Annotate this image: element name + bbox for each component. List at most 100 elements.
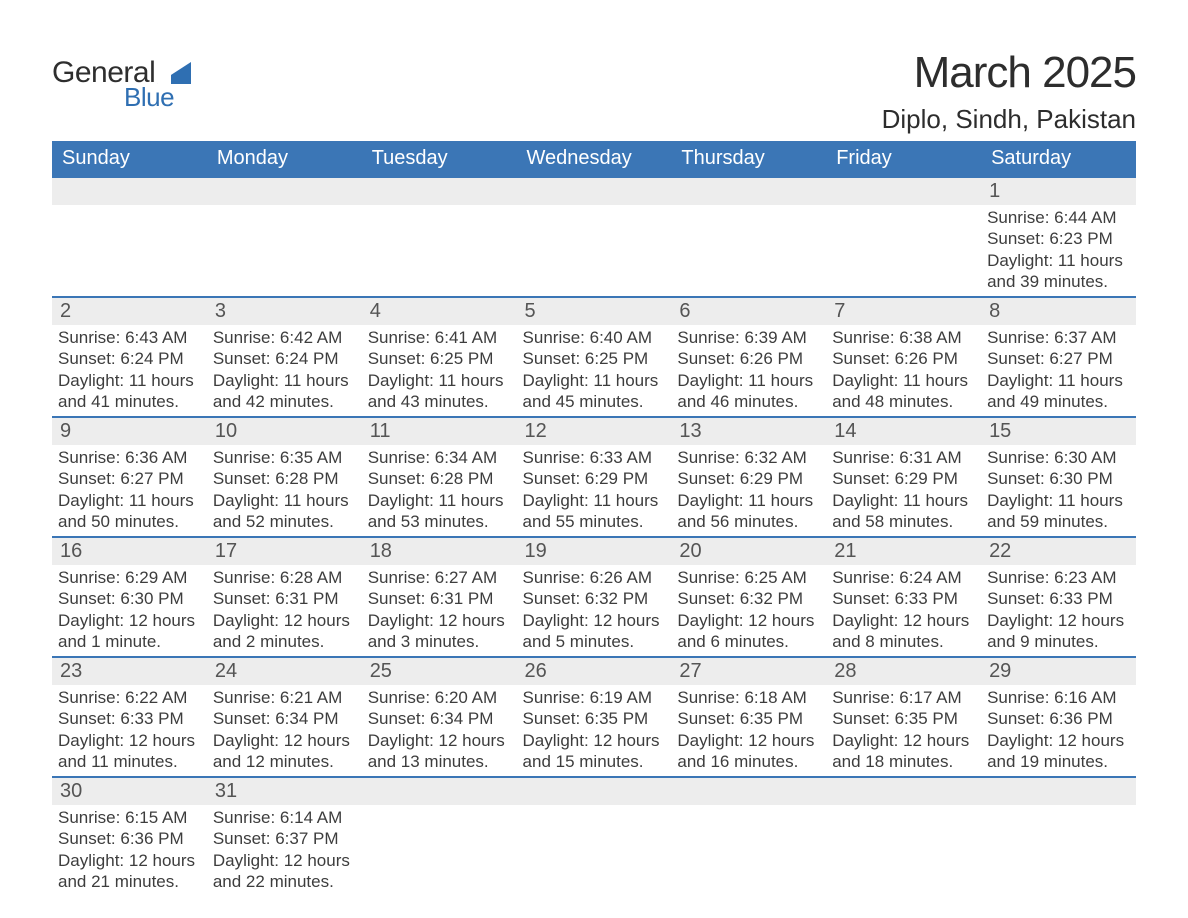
day-detail-cell: Sunrise: 6:26 AMSunset: 6:32 PMDaylight:…: [517, 565, 672, 657]
sunrise-text: Sunrise: 6:20 AM: [368, 687, 511, 708]
sunrise-text: Sunrise: 6:37 AM: [987, 327, 1130, 348]
sunset-text: Sunset: 6:31 PM: [368, 588, 511, 609]
sunrise-text: Sunrise: 6:29 AM: [58, 567, 201, 588]
day-number-cell: 29: [981, 657, 1136, 685]
daylight-text: Daylight: 12 hours: [987, 730, 1130, 751]
day-number-cell: 4: [362, 297, 517, 325]
daylight-text: and 45 minutes.: [523, 391, 666, 412]
day-number-cell: 13: [671, 417, 826, 445]
sunrise-text: Sunrise: 6:26 AM: [523, 567, 666, 588]
day-detail-cell: [517, 805, 672, 896]
daynum-row: 9101112131415: [52, 417, 1136, 445]
sunset-text: Sunset: 6:34 PM: [368, 708, 511, 729]
weekday-header: Wednesday: [517, 141, 672, 177]
sunset-text: Sunset: 6:36 PM: [58, 828, 201, 849]
sunrise-text: Sunrise: 6:36 AM: [58, 447, 201, 468]
day-number-cell: 16: [52, 537, 207, 565]
day-detail-cell: Sunrise: 6:36 AMSunset: 6:27 PMDaylight:…: [52, 445, 207, 537]
daylight-text: Daylight: 12 hours: [368, 730, 511, 751]
daylight-text: Daylight: 12 hours: [58, 610, 201, 631]
sunrise-text: Sunrise: 6:27 AM: [368, 567, 511, 588]
day-number: 20: [679, 540, 701, 562]
day-number: 18: [370, 540, 392, 562]
daylight-text: and 21 minutes.: [58, 871, 201, 892]
daylight-text: Daylight: 12 hours: [523, 730, 666, 751]
calendar-table: Sunday Monday Tuesday Wednesday Thursday…: [52, 141, 1136, 896]
daynum-row: 3031: [52, 777, 1136, 805]
daylight-text: Daylight: 11 hours: [987, 370, 1130, 391]
daylight-text: and 3 minutes.: [368, 631, 511, 652]
day-number-cell: [207, 177, 362, 205]
sunrise-text: Sunrise: 6:15 AM: [58, 807, 201, 828]
sunrise-text: Sunrise: 6:23 AM: [987, 567, 1130, 588]
day-number-cell: [981, 777, 1136, 805]
day-number-cell: 9: [52, 417, 207, 445]
sunset-text: Sunset: 6:26 PM: [677, 348, 820, 369]
sunset-text: Sunset: 6:35 PM: [523, 708, 666, 729]
logo-text-bottom: Blue: [124, 82, 174, 113]
day-number-cell: [52, 177, 207, 205]
day-number-cell: 28: [826, 657, 981, 685]
day-number-cell: 5: [517, 297, 672, 325]
sunset-text: Sunset: 6:25 PM: [368, 348, 511, 369]
daylight-text: Daylight: 12 hours: [213, 610, 356, 631]
sunrise-text: Sunrise: 6:19 AM: [523, 687, 666, 708]
daylight-text: Daylight: 12 hours: [523, 610, 666, 631]
day-detail-cell: Sunrise: 6:31 AMSunset: 6:29 PMDaylight:…: [826, 445, 981, 537]
day-detail-cell: Sunrise: 6:34 AMSunset: 6:28 PMDaylight:…: [362, 445, 517, 537]
sunset-text: Sunset: 6:35 PM: [677, 708, 820, 729]
day-detail-cell: [362, 205, 517, 297]
daynum-row: 23242526272829: [52, 657, 1136, 685]
daylight-text: and 9 minutes.: [987, 631, 1130, 652]
daylight-text: and 50 minutes.: [58, 511, 201, 532]
sunset-text: Sunset: 6:34 PM: [213, 708, 356, 729]
day-number-cell: [362, 777, 517, 805]
day-detail-cell: Sunrise: 6:24 AMSunset: 6:33 PMDaylight:…: [826, 565, 981, 657]
daylight-text: and 18 minutes.: [832, 751, 975, 772]
day-number-cell: 25: [362, 657, 517, 685]
daylight-text: and 48 minutes.: [832, 391, 975, 412]
sunset-text: Sunset: 6:32 PM: [677, 588, 820, 609]
day-number: 1: [989, 180, 1000, 202]
day-number-cell: 24: [207, 657, 362, 685]
day-number: 29: [989, 660, 1011, 682]
daylight-text: Daylight: 11 hours: [58, 370, 201, 391]
day-detail-cell: Sunrise: 6:27 AMSunset: 6:31 PMDaylight:…: [362, 565, 517, 657]
daylight-text: Daylight: 11 hours: [987, 490, 1130, 511]
weekday-header: Sunday: [52, 141, 207, 177]
day-number-cell: 10: [207, 417, 362, 445]
daylight-text: Daylight: 12 hours: [213, 730, 356, 751]
sunrise-text: Sunrise: 6:17 AM: [832, 687, 975, 708]
day-detail-cell: Sunrise: 6:15 AMSunset: 6:36 PMDaylight:…: [52, 805, 207, 896]
daylight-text: and 2 minutes.: [213, 631, 356, 652]
day-number: 5: [525, 300, 536, 322]
daynum-row: 2345678: [52, 297, 1136, 325]
day-number-cell: 7: [826, 297, 981, 325]
day-detail-cell: Sunrise: 6:37 AMSunset: 6:27 PMDaylight:…: [981, 325, 1136, 417]
sunrise-text: Sunrise: 6:40 AM: [523, 327, 666, 348]
day-detail-cell: Sunrise: 6:30 AMSunset: 6:30 PMDaylight:…: [981, 445, 1136, 537]
day-number-cell: 27: [671, 657, 826, 685]
daylight-text: Daylight: 12 hours: [58, 730, 201, 751]
daylight-text: and 22 minutes.: [213, 871, 356, 892]
day-number: 30: [60, 780, 82, 802]
daylight-text: Daylight: 11 hours: [213, 370, 356, 391]
day-number-cell: 14: [826, 417, 981, 445]
sunrise-text: Sunrise: 6:43 AM: [58, 327, 201, 348]
day-detail-cell: Sunrise: 6:23 AMSunset: 6:33 PMDaylight:…: [981, 565, 1136, 657]
detail-row: Sunrise: 6:29 AMSunset: 6:30 PMDaylight:…: [52, 565, 1136, 657]
sunset-text: Sunset: 6:26 PM: [832, 348, 975, 369]
sunrise-text: Sunrise: 6:32 AM: [677, 447, 820, 468]
sunset-text: Sunset: 6:33 PM: [58, 708, 201, 729]
header: General Blue March 2025 Diplo, Sindh, Pa…: [52, 48, 1136, 135]
daylight-text: Daylight: 11 hours: [368, 490, 511, 511]
detail-row: Sunrise: 6:43 AMSunset: 6:24 PMDaylight:…: [52, 325, 1136, 417]
day-number: 2: [60, 300, 71, 322]
day-detail-cell: Sunrise: 6:22 AMSunset: 6:33 PMDaylight:…: [52, 685, 207, 777]
sunrise-text: Sunrise: 6:41 AM: [368, 327, 511, 348]
day-number-cell: 12: [517, 417, 672, 445]
daylight-text: and 6 minutes.: [677, 631, 820, 652]
page-title: March 2025: [882, 48, 1136, 98]
day-number: 17: [215, 540, 237, 562]
daylight-text: and 55 minutes.: [523, 511, 666, 532]
